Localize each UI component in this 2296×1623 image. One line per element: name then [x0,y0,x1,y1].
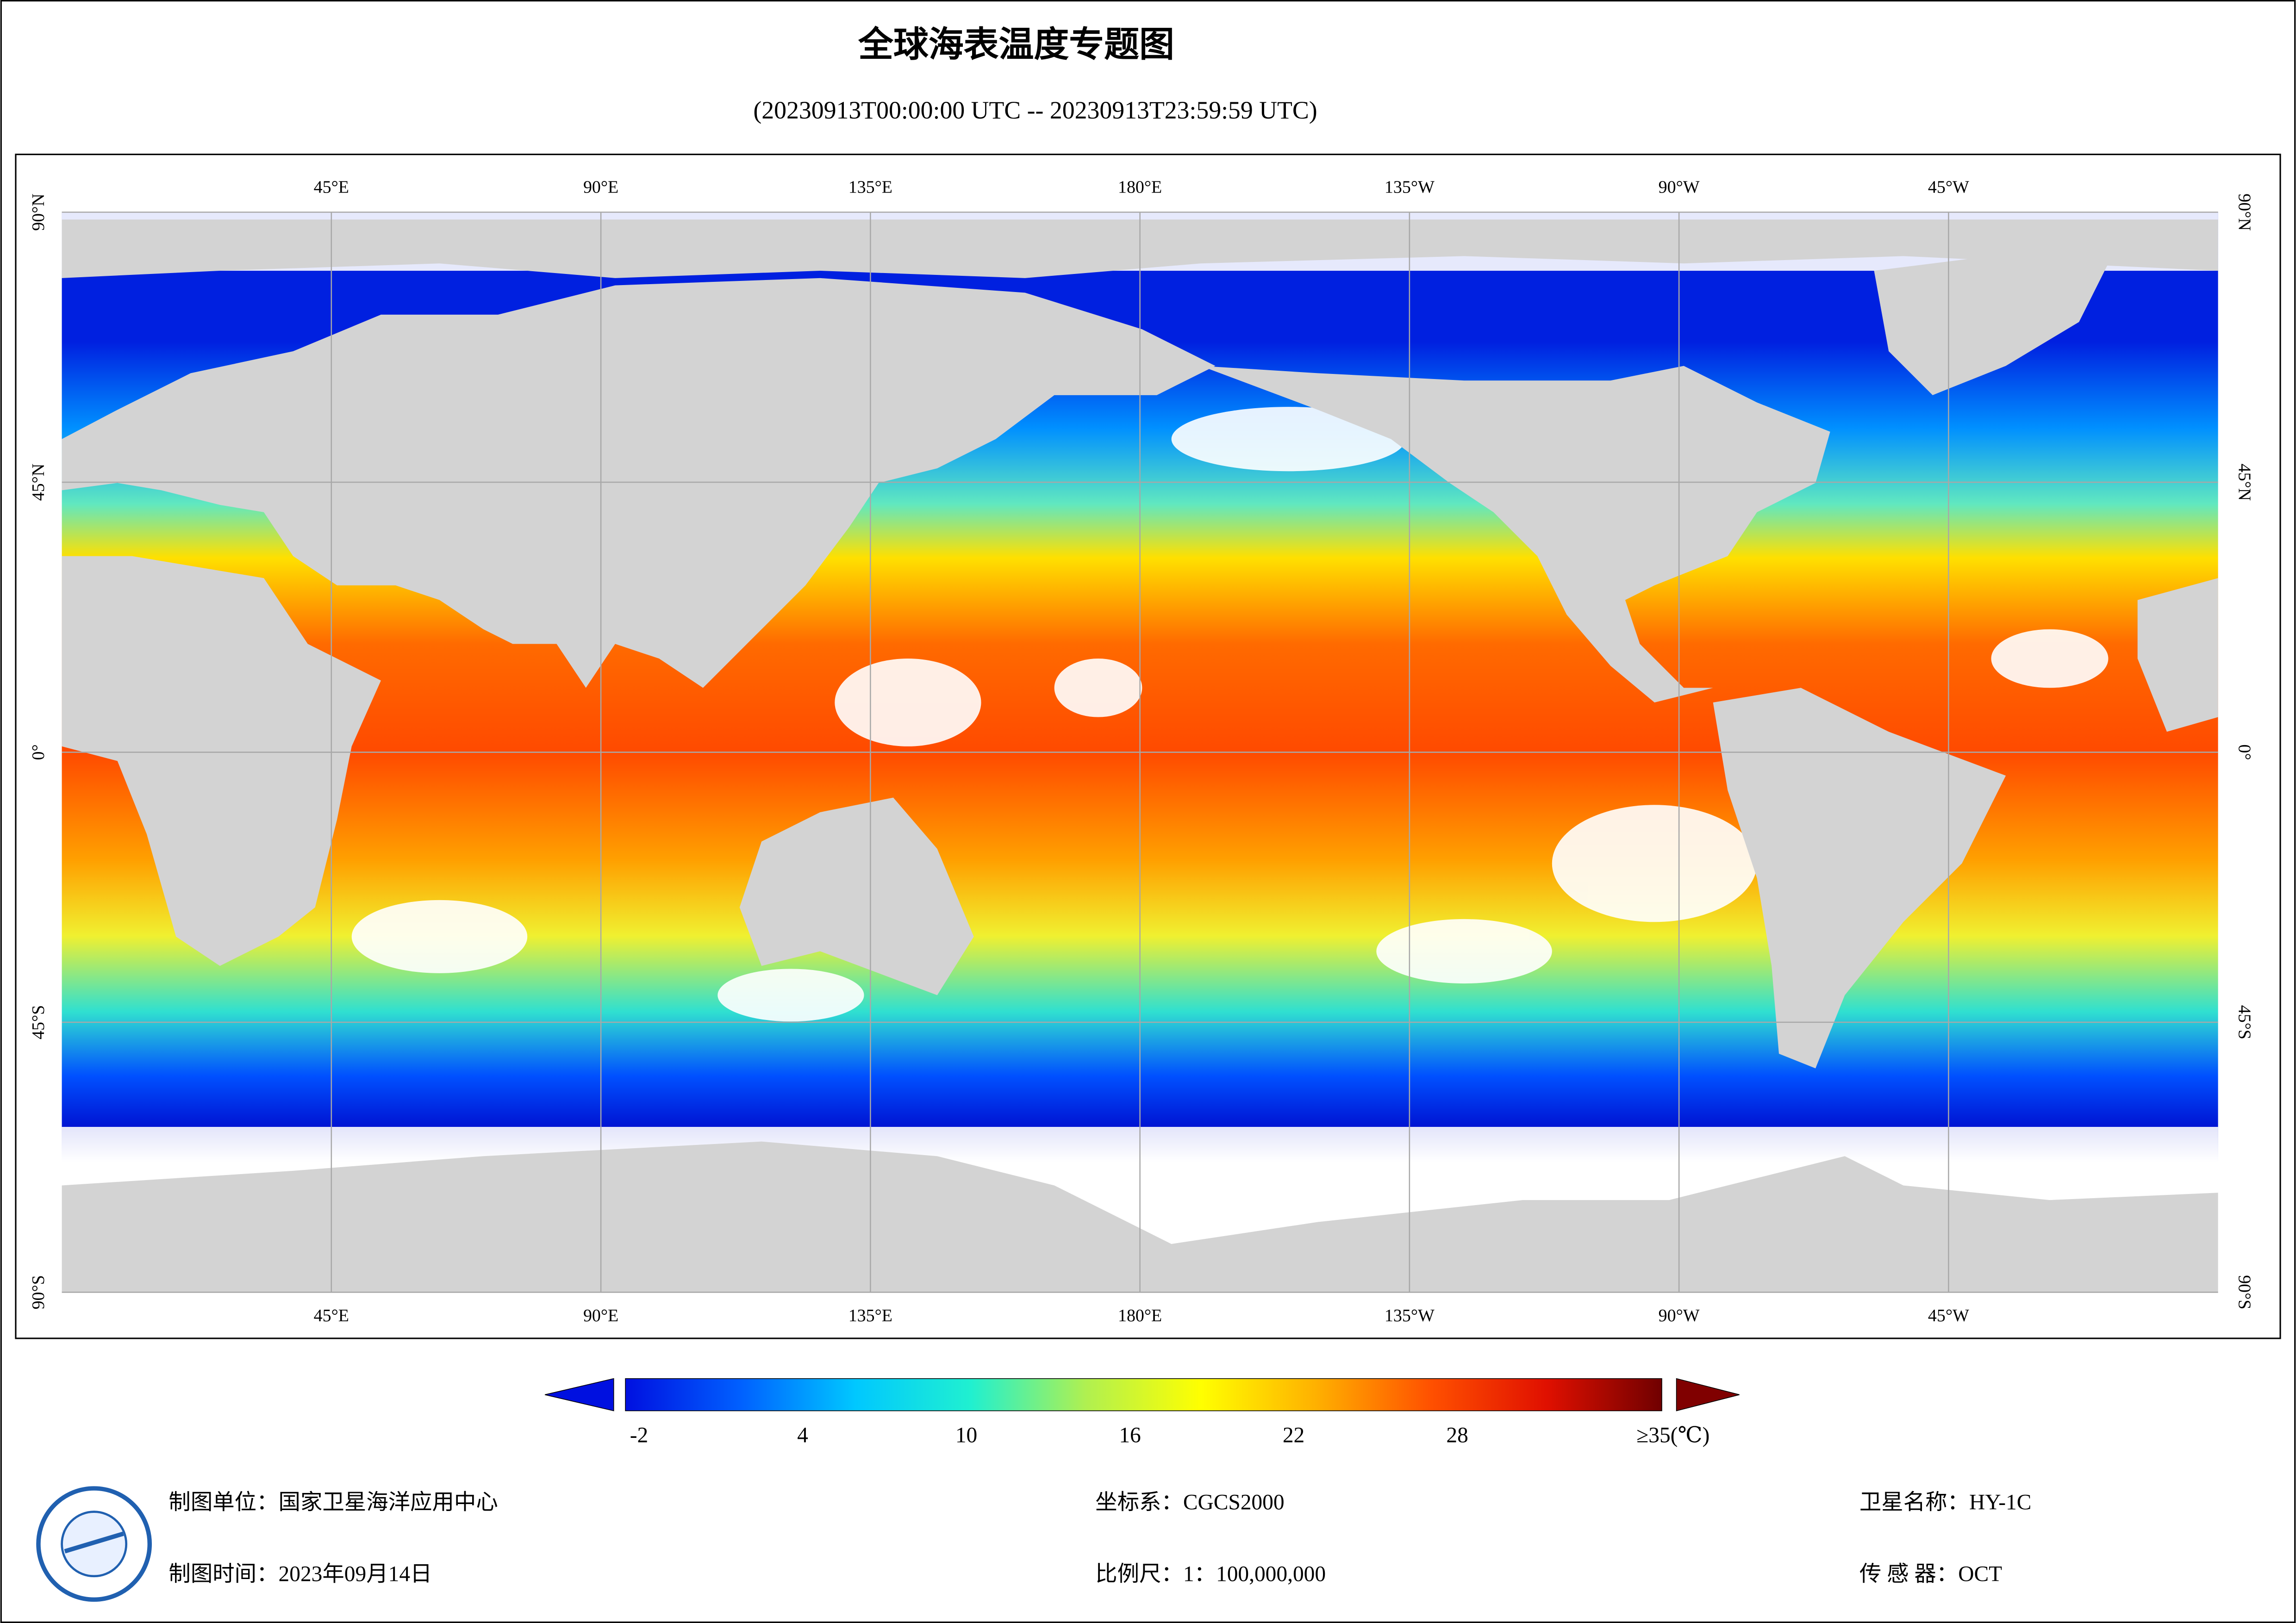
lon-label-bottom: 90°W [1659,1306,1700,1325]
under-arrow [544,1378,614,1412]
lat-label-left: 45°S [29,1005,48,1039]
lon-label-bottom: 45°W [1928,1306,1969,1325]
colorbar-label: 16 [1119,1423,1141,1447]
lon-label-bottom: 90°E [583,1306,618,1325]
map: 45°E 45°E 90°E 90°E 135°E 135°E 180°E 180°E 135°… [29,178,2254,1325]
lat-label-left: 90°N [29,193,48,231]
colorbar-label: 10 [955,1423,977,1447]
colorbar-label: -2 [630,1423,649,1447]
lon-label-top: 135°E [849,178,892,197]
lat-label-left: 45°N [29,464,48,501]
footer-unit: 制图单位：国家卫星海洋应用中心 [168,1491,498,1515]
graticule: 45°E 45°E 90°E 90°E 135°E 135°E 180°E 180°E 135°… [29,178,2254,1325]
map-frame [15,154,2281,1339]
footer-crs: 坐标系：CGCS2000 [1095,1491,1284,1515]
lat-label-right: 45°S [2235,1005,2254,1039]
colorbar-label: 22 [1283,1423,1304,1447]
subtitle: (20230913T00:00:00 UTC -- 20230913T23:59… [753,96,1317,124]
lon-label-bottom: 135°W [1385,1306,1435,1325]
title: 全球海表温度专题图 [858,25,1174,64]
logo [36,1486,152,1602]
lat-label-right: 0° [2235,744,2254,760]
colorbar-ramp [625,1378,1662,1412]
footer-sensor: 传 感 器：OCT [1859,1562,2002,1586]
lon-label-top: 90°W [1659,178,1700,197]
footer-time: 制图时间：2023年09月14日 [168,1562,432,1586]
lon-label-top: 180°E [1118,178,1162,197]
lat-label-left: 90°S [29,1275,48,1309]
colorbar-label: 4 [797,1423,808,1447]
colorbar-label: ≥35(℃) [1636,1423,1710,1447]
footer-satellite: 卫星名称：HY-1C [1859,1491,2031,1515]
lon-label-bottom: 45°E [314,1306,349,1325]
lat-label-right: 90°S [2235,1275,2254,1309]
lon-label-top: 135°W [1385,178,1435,197]
lon-label-top: 90°E [583,178,618,197]
colorbar-label: 28 [1446,1423,1468,1447]
lat-label-left: 0° [29,744,48,760]
footer-scale: 比例尺：1：100,000,000 [1095,1562,1326,1586]
colorbar: -2 4 10 16 22 28 ≥35(℃) [544,1378,1740,1447]
lon-label-bottom: 180°E [1118,1306,1162,1325]
over-arrow [1676,1378,1740,1412]
lat-label-right: 90°N [2235,193,2254,231]
lon-label-top: 45°E [314,178,349,197]
lon-label-bottom: 135°E [849,1306,892,1325]
lat-label-right: 45°N [2235,464,2254,501]
lon-label-top: 45°W [1928,178,1969,197]
